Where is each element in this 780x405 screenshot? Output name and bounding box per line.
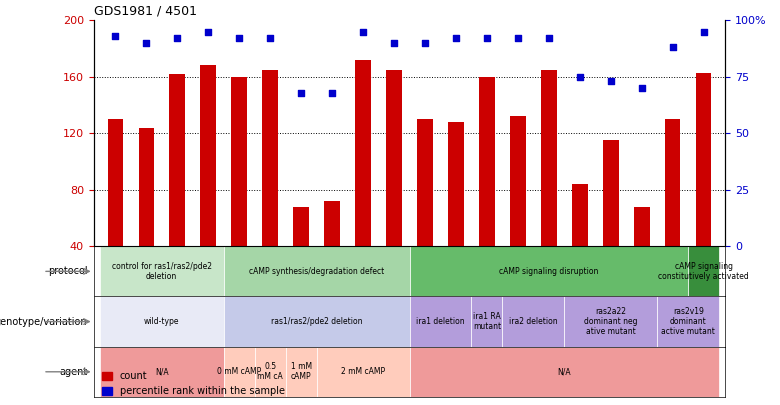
- Text: cAMP signaling
constitutively activated: cAMP signaling constitutively activated: [658, 262, 749, 281]
- Bar: [634, 207, 650, 246]
- Point: [202, 28, 215, 35]
- Text: cAMP synthesis/degradation defect: cAMP synthesis/degradation defect: [249, 267, 385, 276]
- Text: genotype/variation: genotype/variation: [0, 317, 87, 326]
- Legend: count, percentile rank within the sample: count, percentile rank within the sample: [98, 367, 289, 400]
- Text: control for ras1/ras2/pde2
deletion: control for ras1/ras2/pde2 deletion: [112, 262, 211, 281]
- Point: [667, 44, 679, 51]
- FancyBboxPatch shape: [410, 347, 719, 397]
- Text: protocol: protocol: [48, 266, 87, 276]
- FancyBboxPatch shape: [100, 296, 224, 347]
- FancyBboxPatch shape: [254, 347, 285, 397]
- FancyBboxPatch shape: [224, 347, 254, 397]
- Point: [697, 28, 710, 35]
- Bar: [169, 74, 185, 246]
- Text: ras2a22
dominant neg
ative mutant: ras2a22 dominant neg ative mutant: [584, 307, 637, 337]
- Text: 2 mM cAMP: 2 mM cAMP: [341, 367, 385, 376]
- Point: [512, 35, 524, 42]
- Point: [109, 33, 122, 39]
- Text: ras1/ras2/pde2 deletion: ras1/ras2/pde2 deletion: [271, 317, 363, 326]
- Bar: [541, 70, 557, 246]
- Point: [419, 40, 431, 46]
- FancyBboxPatch shape: [100, 246, 224, 296]
- FancyBboxPatch shape: [224, 296, 410, 347]
- Text: ira1 RA
mutant: ira1 RA mutant: [473, 312, 501, 331]
- Bar: [356, 60, 370, 246]
- Point: [573, 73, 586, 80]
- Point: [140, 40, 153, 46]
- FancyBboxPatch shape: [224, 246, 410, 296]
- FancyBboxPatch shape: [658, 296, 719, 347]
- Text: cAMP signaling disruption: cAMP signaling disruption: [499, 267, 598, 276]
- Point: [480, 35, 493, 42]
- Point: [450, 35, 463, 42]
- Bar: [232, 77, 247, 246]
- FancyBboxPatch shape: [410, 246, 688, 296]
- Text: 0 mM cAMP: 0 mM cAMP: [217, 367, 261, 376]
- Text: 1 mM
cAMP: 1 mM cAMP: [290, 362, 312, 382]
- FancyBboxPatch shape: [410, 296, 471, 347]
- Bar: [665, 119, 680, 246]
- Bar: [262, 70, 278, 246]
- Bar: [448, 122, 463, 246]
- Text: N/A: N/A: [155, 367, 168, 376]
- FancyBboxPatch shape: [688, 246, 719, 296]
- Bar: [293, 207, 309, 246]
- Text: ras2v19
dominant
active mutant: ras2v19 dominant active mutant: [661, 307, 715, 337]
- Bar: [324, 201, 340, 246]
- Bar: [510, 116, 526, 246]
- Bar: [108, 119, 123, 246]
- Bar: [139, 128, 154, 246]
- Point: [295, 90, 307, 96]
- Text: wild-type: wild-type: [144, 317, 179, 326]
- Point: [543, 35, 555, 42]
- Point: [233, 35, 246, 42]
- FancyBboxPatch shape: [100, 347, 224, 397]
- FancyBboxPatch shape: [285, 347, 317, 397]
- FancyBboxPatch shape: [317, 347, 410, 397]
- Point: [604, 78, 617, 85]
- Bar: [386, 70, 402, 246]
- Bar: [572, 184, 587, 246]
- Point: [636, 85, 648, 91]
- Text: N/A: N/A: [558, 367, 571, 376]
- FancyBboxPatch shape: [565, 296, 658, 347]
- Text: agent: agent: [59, 367, 87, 377]
- Point: [326, 90, 339, 96]
- Point: [264, 35, 276, 42]
- Point: [171, 35, 183, 42]
- Text: ira1 deletion: ira1 deletion: [417, 317, 465, 326]
- Bar: [200, 66, 216, 246]
- Bar: [603, 140, 619, 246]
- Point: [356, 28, 369, 35]
- FancyBboxPatch shape: [471, 296, 502, 347]
- FancyBboxPatch shape: [502, 296, 565, 347]
- Bar: [417, 119, 433, 246]
- Text: 0.5
mM cA: 0.5 mM cA: [257, 362, 283, 382]
- Text: ira2 deletion: ira2 deletion: [509, 317, 558, 326]
- Point: [388, 40, 400, 46]
- Bar: [696, 72, 711, 246]
- Text: GDS1981 / 4501: GDS1981 / 4501: [94, 5, 197, 18]
- Bar: [479, 77, 495, 246]
